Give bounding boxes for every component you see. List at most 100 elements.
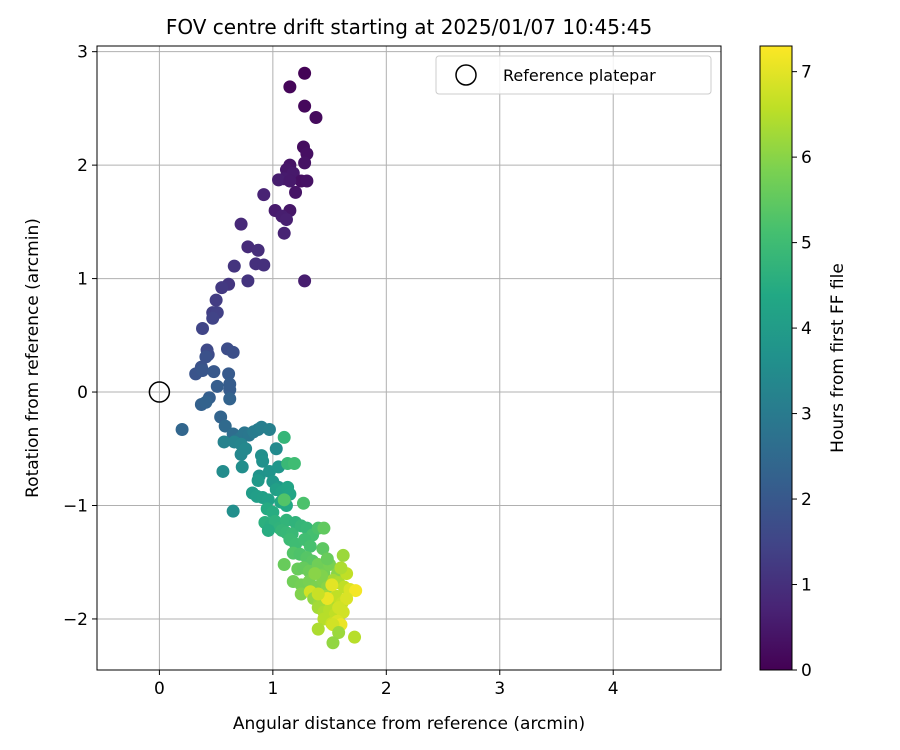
data-point [216, 464, 230, 478]
x-tick-label: 1 [267, 679, 278, 699]
data-point [336, 548, 350, 562]
data-point [287, 457, 301, 471]
data-point [296, 496, 310, 510]
x-tick-label: 4 [608, 679, 619, 699]
colorbar [759, 45, 793, 671]
data-point [332, 601, 346, 615]
y-tick-label: 1 [77, 270, 88, 290]
data-point [277, 557, 291, 571]
data-point [320, 552, 334, 566]
colorbar-tick-label: 7 [801, 63, 812, 83]
data-point [239, 442, 253, 456]
plot-frame [96, 45, 722, 671]
data-point [196, 363, 210, 377]
data-point [311, 622, 325, 636]
data-point [326, 636, 340, 650]
data-point [222, 367, 236, 381]
data-point [217, 435, 231, 449]
legend: Reference platepar [435, 55, 712, 95]
y-axis-label: Rotation from reference (arcmin) [23, 218, 43, 498]
data-point [325, 578, 339, 592]
y-tick-label: 3 [77, 43, 88, 63]
data-point [234, 217, 248, 231]
grid [97, 46, 721, 670]
legend-box [435, 55, 712, 95]
data-point [226, 504, 240, 518]
data-point [348, 630, 362, 644]
x-tick-label: 0 [154, 679, 165, 699]
data-point [277, 226, 291, 240]
chart-title: FOV centre drift starting at 2025/01/07 … [166, 15, 652, 39]
data-point [210, 379, 224, 393]
data-point [309, 110, 323, 124]
data-point [277, 493, 291, 507]
data-point [175, 422, 189, 436]
data-point [235, 460, 249, 474]
colorbar-label: Hours from first FF file [828, 263, 848, 453]
data-point [272, 173, 286, 187]
colorbar-tick-label: 1 [801, 576, 812, 596]
data-point [262, 422, 276, 436]
data-point [257, 258, 271, 272]
data-point [261, 523, 275, 537]
colorbar-tick-label: 2 [801, 490, 812, 510]
colorbar-tick-label: 5 [801, 234, 812, 254]
data-point [226, 345, 240, 359]
data-point [207, 365, 221, 379]
data-point [316, 542, 330, 556]
data-point [349, 584, 363, 598]
data-point [251, 474, 265, 488]
data-point [289, 185, 303, 199]
data-point [277, 430, 291, 444]
data-points [175, 66, 363, 650]
data-point [308, 567, 322, 581]
data-point [199, 350, 213, 364]
data-point [298, 66, 312, 80]
data-point [340, 592, 354, 606]
data-point [215, 281, 229, 295]
data-point [218, 419, 232, 433]
y-tick-label: −1 [63, 496, 88, 516]
data-point [334, 561, 348, 575]
y-axis-ticks: −2 −1 0 1 2 3 [63, 43, 97, 630]
data-point [298, 156, 312, 170]
colorbar-tick-label: 3 [801, 405, 812, 425]
data-point [279, 213, 293, 227]
data-point [298, 99, 312, 113]
y-tick-label: −2 [63, 610, 88, 630]
data-point [223, 383, 237, 397]
legend-label-reference-platepar: Reference platepar [503, 66, 656, 85]
data-point [303, 539, 317, 553]
y-tick-label: 0 [77, 383, 88, 403]
data-point [223, 392, 237, 406]
legend-marker-open-circle [455, 64, 477, 86]
data-point [311, 587, 325, 601]
data-point [283, 174, 297, 188]
plot-area [97, 46, 721, 670]
data-point [206, 311, 220, 325]
colorbar-tick-label: 4 [801, 319, 812, 339]
data-point [241, 274, 255, 288]
data-point [317, 521, 331, 535]
data-point [251, 243, 265, 257]
x-axis-ticks: 0 1 2 3 4 [154, 670, 619, 699]
data-point [283, 80, 297, 94]
x-tick-label: 2 [381, 679, 392, 699]
data-point [196, 322, 210, 336]
colorbar-tick-label: 0 [801, 661, 812, 681]
data-point [209, 293, 223, 307]
data-point [241, 240, 255, 254]
x-tick-label: 3 [494, 679, 505, 699]
colorbar-tick-label: 6 [801, 148, 812, 168]
data-point [300, 174, 314, 188]
colorbar-ticks: 0 1 2 3 4 5 6 7 [792, 63, 812, 681]
data-point [332, 626, 346, 640]
data-point [269, 442, 283, 456]
data-point [298, 274, 312, 288]
data-point [227, 259, 241, 273]
data-point [257, 188, 271, 202]
data-point [256, 454, 270, 468]
x-axis-label: Angular distance from reference (arcmin) [233, 714, 585, 734]
reference-platepar-marker [148, 381, 171, 403]
